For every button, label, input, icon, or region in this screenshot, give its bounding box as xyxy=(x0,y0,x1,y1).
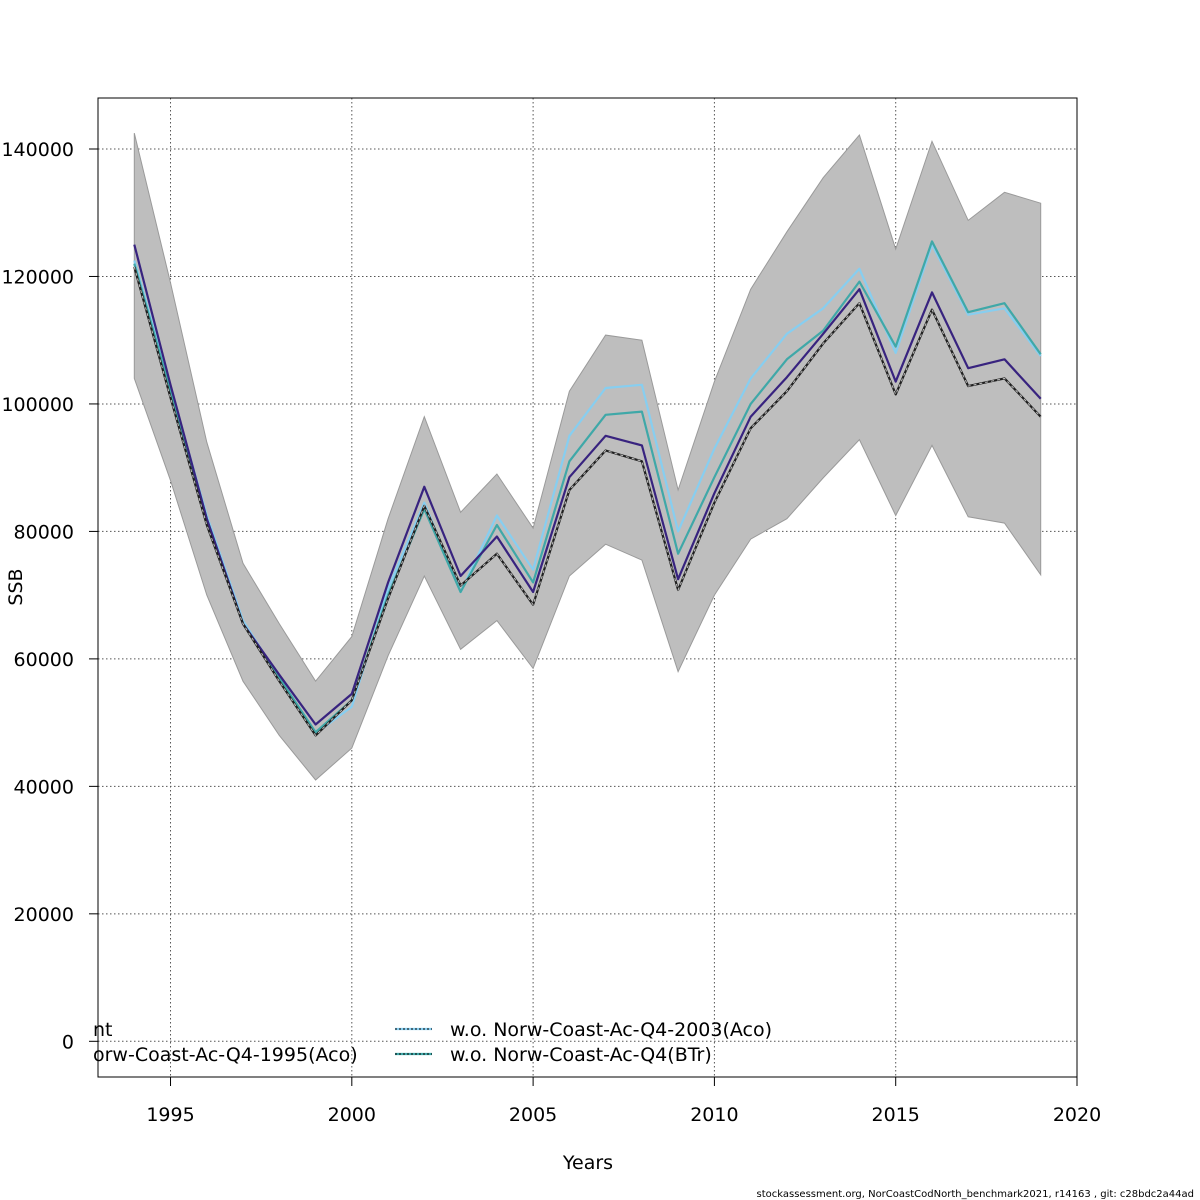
legend-label-3: w.o. Norw-Coast-Ac-Q4-2003(Aco) xyxy=(450,1019,772,1041)
y-axis: 0 20000 40000 60000 80000 100000 120000 140000 xyxy=(1,139,98,1053)
series-lines xyxy=(133,240,1042,737)
legend-label-1: nt xyxy=(93,1019,113,1041)
plot-frame xyxy=(97,97,1078,1078)
series-line-2 xyxy=(133,244,1042,726)
y-tick-label-120000: 120000 xyxy=(1,266,74,288)
x-tick-label-2015: 2015 xyxy=(872,1104,920,1126)
x-tick-label-2010: 2010 xyxy=(690,1104,738,1126)
legend: nt orw-Coast-Ac-Q4-1995(Aco) w.o. Norw-Coa… xyxy=(93,1019,772,1066)
y-tick-label-140000: 140000 xyxy=(1,139,74,161)
x-axis-title: Years xyxy=(562,1152,613,1174)
x-tick-label-2005: 2005 xyxy=(509,1104,557,1126)
y-tick-label-40000: 40000 xyxy=(14,776,74,798)
y-axis-title: SSB xyxy=(5,568,27,605)
footer-credit: stockassessment.org, NorCoastCodNorth_be… xyxy=(757,1189,1194,1200)
y-tick-label-0: 0 xyxy=(62,1031,74,1053)
legend-label-2: orw-Coast-Ac-Q4-1995(Aco) xyxy=(93,1044,358,1066)
legend-label-4: w.o. Norw-Coast-Ac-Q4(BTr) xyxy=(450,1044,712,1066)
x-tick-label-1995: 1995 xyxy=(146,1104,194,1126)
series-line-1-dash xyxy=(133,266,1042,737)
x-tick-label-2000: 2000 xyxy=(328,1104,376,1126)
x-axis: 1995 2000 2005 2010 2015 2020 xyxy=(146,1077,1101,1126)
series-line-4 xyxy=(133,240,1042,734)
x-tick-label-2020: 2020 xyxy=(1053,1104,1101,1126)
y-tick-label-80000: 80000 xyxy=(14,521,74,543)
y-tick-label-60000: 60000 xyxy=(14,649,74,671)
y-tick-label-100000: 100000 xyxy=(1,394,74,416)
y-tick-label-20000: 20000 xyxy=(14,904,74,926)
